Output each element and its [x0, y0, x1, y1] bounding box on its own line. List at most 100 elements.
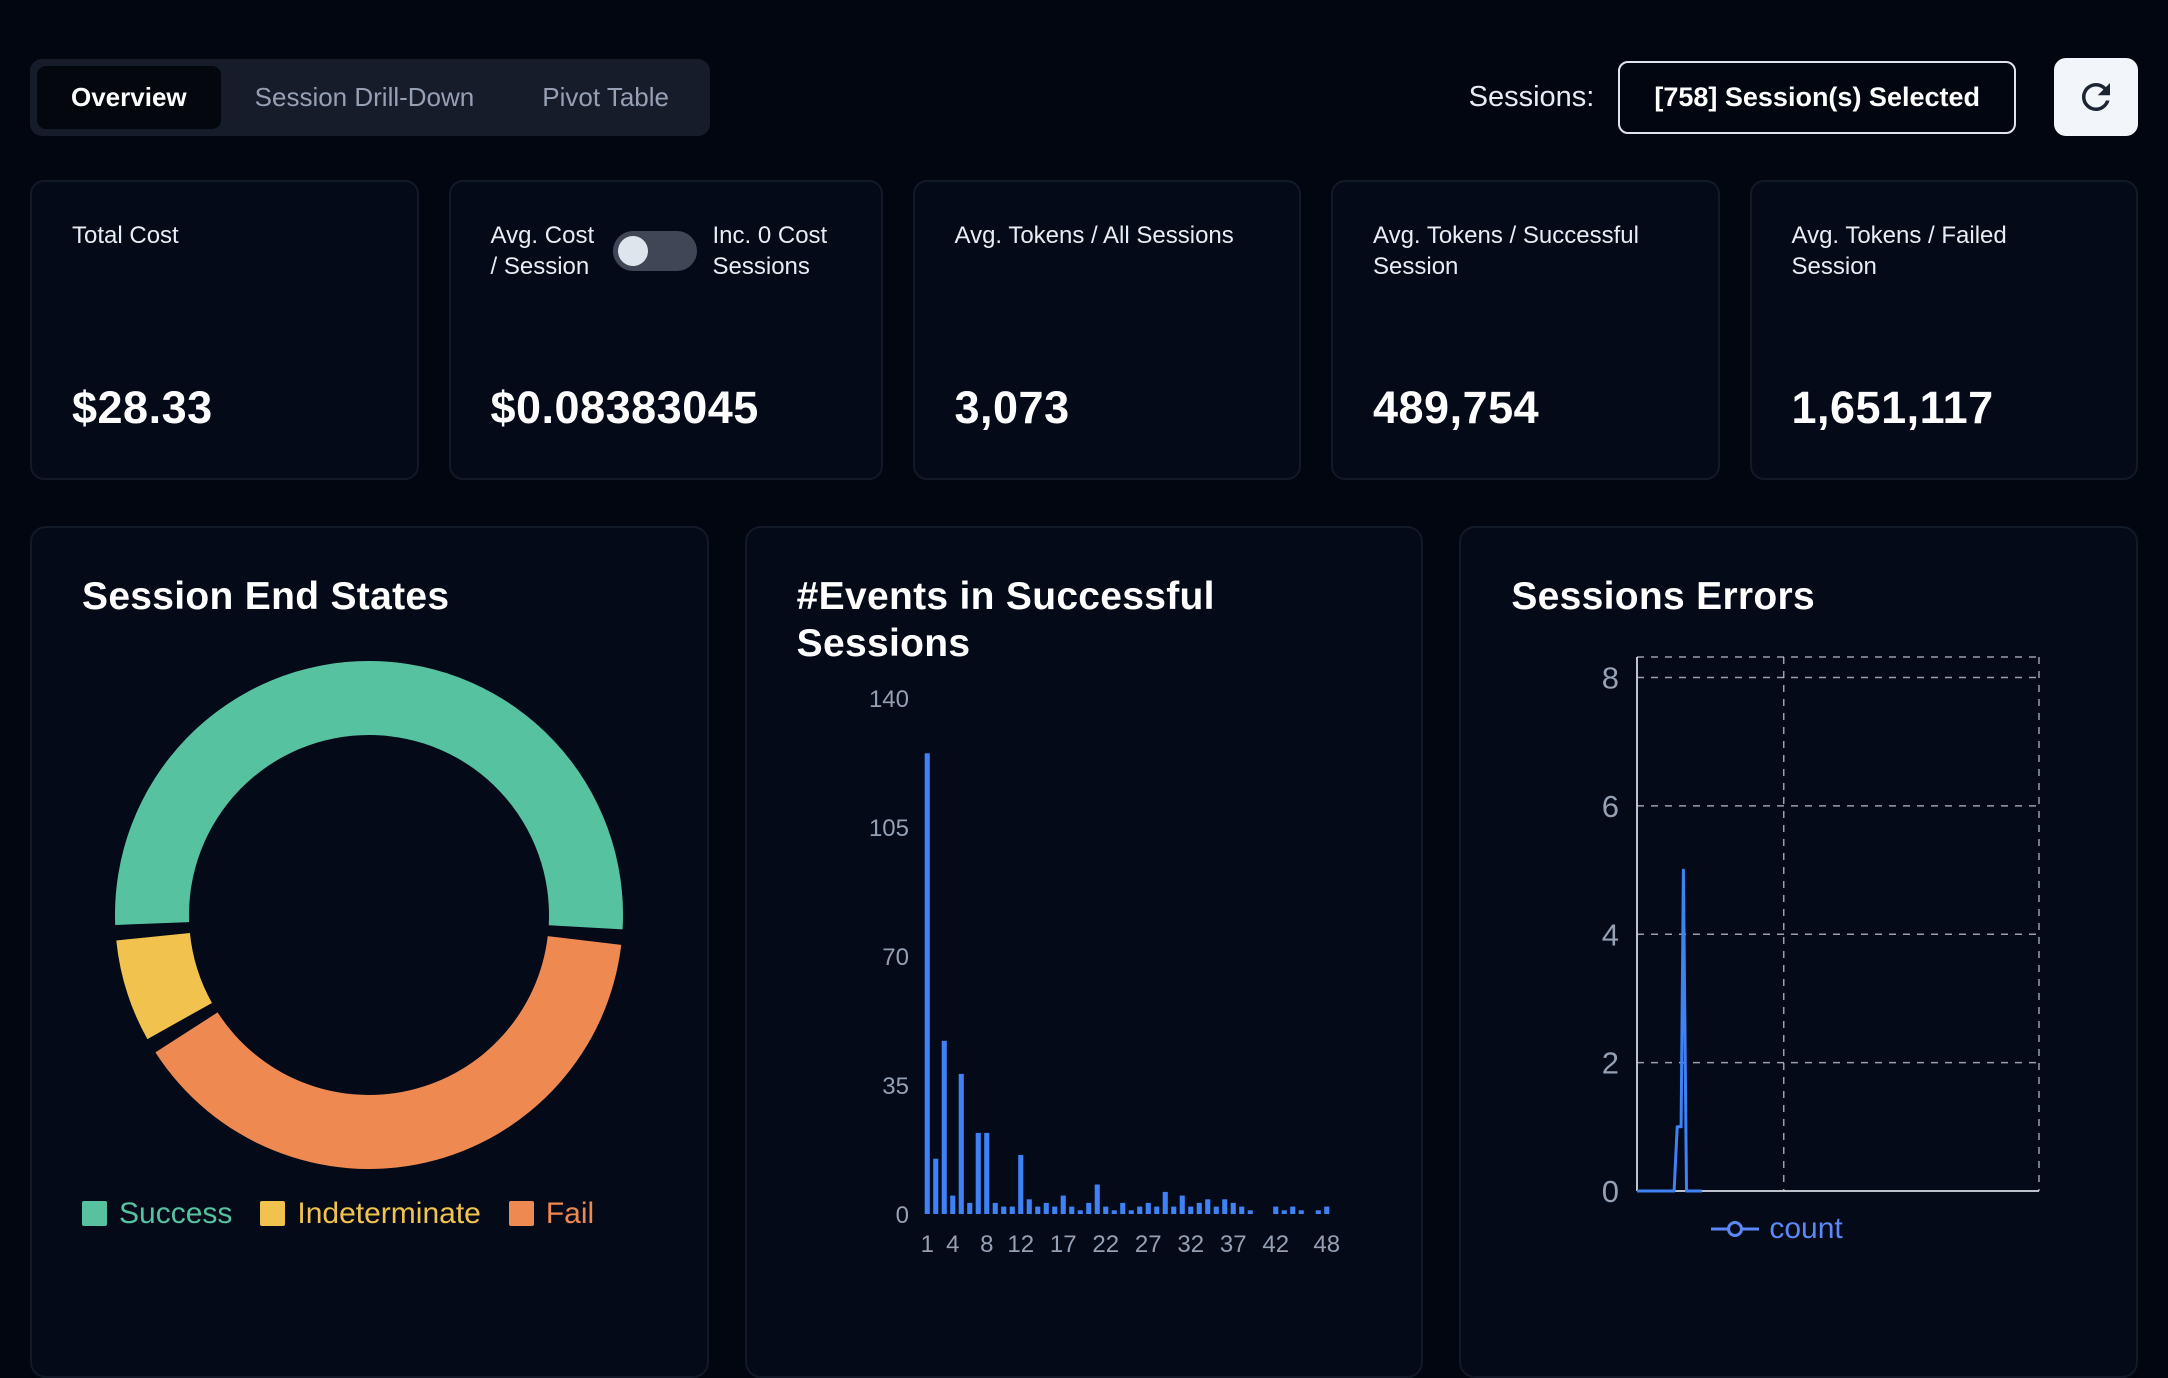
- histogram-bar: [1136, 1206, 1142, 1214]
- axis-tick-label: 8: [980, 1231, 993, 1258]
- avg-cost-title: Avg. Cost / Session: [490, 222, 595, 281]
- histogram-bar: [1034, 1206, 1040, 1214]
- histogram-bar: [1009, 1206, 1015, 1214]
- legend-swatch: [508, 1201, 534, 1227]
- axis-tick-label: 35: [882, 1073, 909, 1100]
- histogram-bar: [949, 1195, 955, 1214]
- histogram-bar: [1179, 1195, 1185, 1214]
- histogram-bar: [1230, 1202, 1236, 1214]
- histogram-bar: [983, 1132, 989, 1214]
- histogram-bar: [975, 1132, 981, 1214]
- refresh-button[interactable]: [2054, 58, 2138, 136]
- axis-tick-label: 32: [1177, 1231, 1204, 1258]
- errors-line-chart[interactable]: 0 2 4 6 8: [1511, 623, 2086, 1256]
- line-legend-marker-icon: [1711, 1220, 1760, 1237]
- donut-legend: Success Indeterminate Fail: [82, 1197, 657, 1231]
- stat-cards-row: Total Cost $28.33 Avg. Cost / Session In…: [30, 180, 2138, 480]
- legend-label: Success: [119, 1196, 233, 1230]
- tab-bar: Overview Session Drill-Down Pivot Table: [30, 58, 710, 136]
- histogram-bar: [1315, 1209, 1321, 1214]
- card-total-cost: Total Cost $28.33: [30, 180, 419, 480]
- card-value: $0.08383045: [490, 382, 759, 433]
- axis-tick-label: 70: [882, 944, 909, 971]
- card-avg-cost-per-session: Avg. Cost / Session Inc. 0 Cost Sessions…: [448, 180, 883, 480]
- histogram-bar: [1000, 1206, 1006, 1214]
- histogram-bar: [1221, 1198, 1227, 1214]
- donut-segment-fail[interactable]: [155, 935, 622, 1169]
- histogram-bar: [1170, 1206, 1176, 1214]
- axis-tick-label: 4: [1602, 917, 1619, 952]
- histogram-bar: [941, 1040, 947, 1214]
- donut-legend-item-fail[interactable]: Fail: [508, 1196, 595, 1231]
- card-value: $28.33: [72, 382, 213, 433]
- histogram-bar: [1238, 1206, 1244, 1214]
- legend-label: count: [1769, 1211, 1843, 1245]
- axis-tick-label: 4: [946, 1231, 959, 1258]
- histogram-bar: [966, 1202, 972, 1214]
- donut-svg: [115, 660, 624, 1169]
- axis-tick-label: 1: [920, 1231, 933, 1258]
- line-series-count: [1637, 868, 1703, 1193]
- axis-tick-label: 0: [895, 1202, 908, 1229]
- inc-zero-cost-label: Inc. 0 Cost Sessions: [712, 222, 828, 281]
- tab-overview[interactable]: Overview: [37, 65, 221, 129]
- donut-segment-indeterminate[interactable]: [116, 932, 213, 1039]
- legend-swatch: [260, 1201, 286, 1227]
- charts-row: Session End States Success Indeterminate F…: [30, 526, 2139, 1378]
- histogram-bar: [992, 1202, 998, 1214]
- histogram-bar: [1043, 1202, 1049, 1214]
- sessions-multiselect[interactable]: [758] Session(s) Selected: [1618, 60, 2016, 134]
- card-avg-tokens-failed-session: Avg. Tokens / Failed Session 1,651,117: [1749, 180, 2138, 480]
- axis-tick-label: 42: [1262, 1231, 1289, 1258]
- tab-pivot-table[interactable]: Pivot Table: [542, 81, 669, 112]
- axis-tick-label: 12: [1007, 1231, 1034, 1258]
- histogram-bar: [1247, 1209, 1253, 1214]
- card-value: 489,754: [1373, 382, 1540, 433]
- card-avg-tokens-all-sessions: Avg. Tokens / All Sessions 3,073: [912, 180, 1301, 480]
- panel-sessions-errors: Sessions Errors 0 2 4 6 8 count: [1459, 526, 2139, 1378]
- histogram-bar: [1298, 1209, 1304, 1214]
- card-title: Avg. Tokens / All Sessions: [954, 222, 1234, 249]
- axis-tick-label: 6: [1602, 789, 1619, 824]
- donut-legend-item-indeterminate[interactable]: Indeterminate: [260, 1197, 481, 1231]
- legend-label: Fail: [545, 1196, 595, 1230]
- panel-session-end-states: Session End States Success Indeterminate F…: [30, 526, 709, 1378]
- histogram-bar: [1085, 1202, 1091, 1214]
- session-end-states-title: Session End States: [82, 575, 450, 618]
- donut-chart[interactable]: [82, 657, 657, 1173]
- histogram-bar: [1068, 1206, 1074, 1214]
- axis-tick-label: 22: [1092, 1231, 1119, 1258]
- panel-events-in-successful-sessions: #Events in Successful Sessions 0 35 70 105 1…: [744, 526, 1424, 1378]
- card-title: Avg. Tokens / Failed Session: [1791, 222, 2007, 281]
- axis-tick-label: 48: [1313, 1231, 1340, 1258]
- histogram-bar: [1026, 1198, 1032, 1214]
- histogram-bar: [1017, 1154, 1023, 1214]
- card-avg-tokens-successful-session: Avg. Tokens / Successful Session 489,754: [1331, 180, 1720, 480]
- sessions-controls: Sessions: [758] Session(s) Selected: [1469, 58, 2138, 136]
- histogram-bar: [1119, 1202, 1125, 1214]
- axis-tick-label: 105: [869, 815, 909, 842]
- donut-segment-success[interactable]: [115, 660, 624, 930]
- errors-legend: count: [1711, 1212, 2086, 1246]
- tab-session-drill-down[interactable]: Session Drill-Down: [254, 81, 475, 112]
- histogram-bar: [932, 1158, 938, 1214]
- histogram-bar: [1145, 1202, 1151, 1214]
- histogram-bar: [1187, 1206, 1193, 1214]
- zero-cost-sessions-toggle[interactable]: [612, 231, 697, 272]
- card-title: Avg. Tokens / Successful Session: [1373, 222, 1639, 281]
- histogram-bar: [1094, 1184, 1100, 1214]
- histogram-bar: [1060, 1195, 1066, 1214]
- donut-legend-item-success[interactable]: Success: [82, 1197, 232, 1231]
- top-bar: Overview Session Drill-Down Pivot Table …: [30, 58, 2138, 136]
- errors-legend-item-count[interactable]: count: [1711, 1211, 1843, 1246]
- histogram-bar: [1281, 1209, 1287, 1214]
- events-bar-chart[interactable]: 0 35 70 105 140 1 4 8 12 17 22 27 32 37 42 48: [797, 674, 1372, 1271]
- line-chart-svg: 0 2 4 6 8: [1602, 656, 2041, 1209]
- events-histogram-title: #Events in Successful Sessions: [796, 575, 1215, 665]
- axis-tick-label: 17: [1050, 1231, 1077, 1258]
- histogram-bar: [1162, 1191, 1168, 1214]
- refresh-icon: [2081, 82, 2110, 111]
- axis-tick-label: 2: [1602, 1045, 1619, 1080]
